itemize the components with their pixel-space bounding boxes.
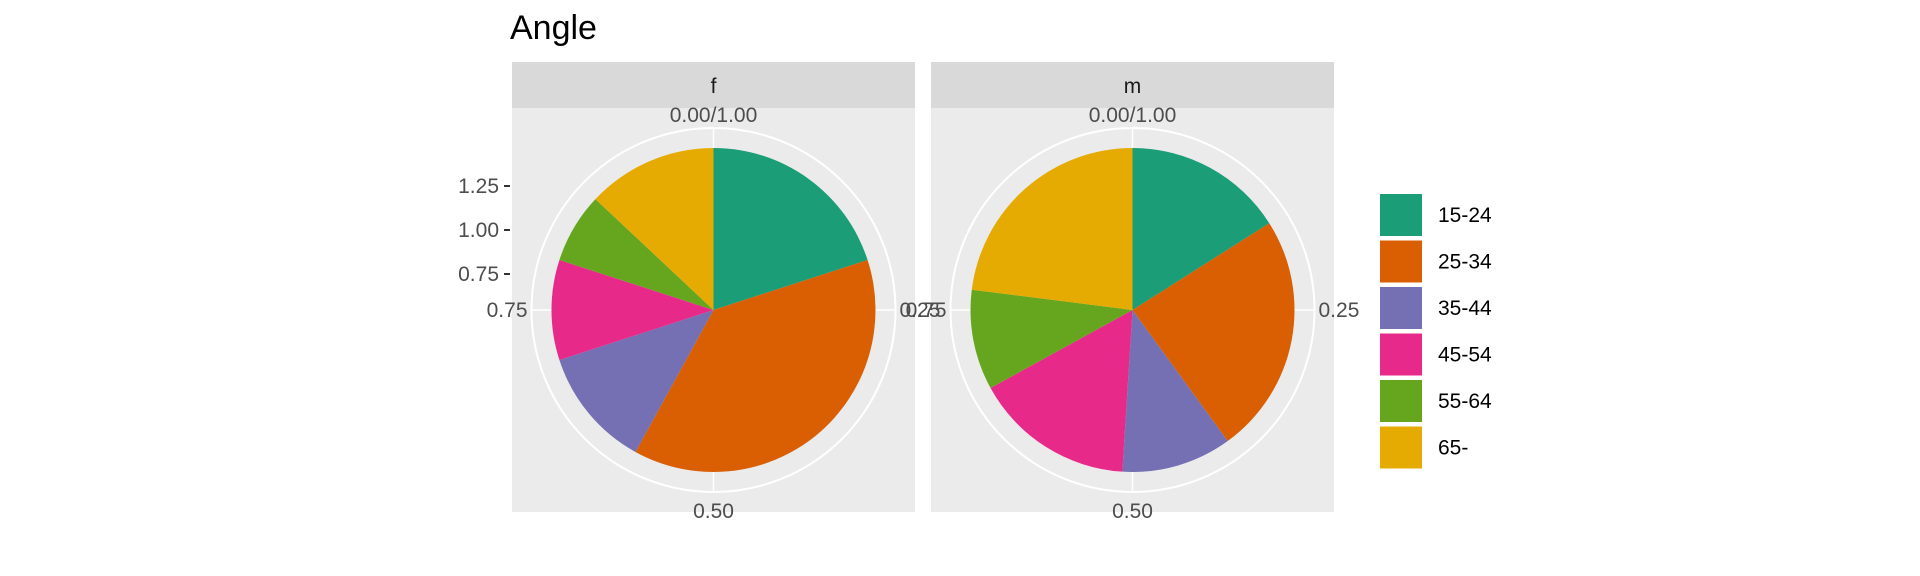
legend: 15-24 25-34 35-44 45-54 55-64 65-	[1380, 194, 1492, 469]
angle-tick-label: 0.50	[693, 500, 734, 523]
pie-slice-f-45-54	[551, 259, 714, 361]
legend-key-45-54	[1380, 333, 1422, 376]
pie-slice-m-15-24	[1132, 148, 1270, 310]
angle-tick-label: 0.00/1.00	[1089, 104, 1177, 127]
pie-slice-m-25-34	[1132, 223, 1295, 442]
chart-title: Angle	[510, 9, 597, 47]
legend-label-55-64: 55-64	[1438, 390, 1492, 413]
angle-tick-label: 0.25	[1319, 299, 1360, 322]
y-tick-label: 1.00	[458, 219, 499, 242]
angle-tick-label: 0.50	[1112, 500, 1153, 523]
legend-key-35-44	[1380, 287, 1422, 329]
pie-slice-m-55-64	[970, 289, 1133, 389]
facet-label-f: f	[711, 75, 717, 98]
angle-tick-label: 0.00/1.00	[670, 104, 758, 127]
y-tick-label: 0.75	[458, 263, 499, 286]
pie-slice-m-35-44	[1122, 310, 1228, 472]
legend-key-65-	[1380, 426, 1422, 469]
legend-label-65-: 65-	[1438, 437, 1468, 460]
legend-key-25-34	[1380, 240, 1422, 283]
pie-slice-f-55-64	[559, 199, 714, 310]
angle-tick-label: 0.75	[906, 299, 947, 322]
facet-label-m: m	[1124, 75, 1142, 98]
pie-slice-f-65-	[595, 148, 714, 310]
angle-tick-label: 0.75	[487, 299, 528, 322]
pie-panel-f: 0.00/1.00 0.25 0.50 0.75	[487, 104, 941, 523]
angle-tick-label: 0.25	[900, 299, 941, 322]
legend-label-15-24: 15-24	[1438, 204, 1492, 227]
pie-slice-f-35-44	[559, 310, 714, 452]
legend-key-15-24	[1380, 194, 1422, 236]
facet-strip	[931, 62, 1334, 108]
legend-label-35-44: 35-44	[1438, 297, 1492, 320]
pie-panel-m: 0.00/1.00 0.25 0.50 0.75	[906, 104, 1360, 523]
pie-slice-m-45-54	[990, 310, 1133, 472]
pie-slice-m-65-	[971, 148, 1133, 310]
facet-strip	[512, 62, 915, 108]
legend-label-25-34: 25-34	[1438, 251, 1492, 274]
legend-label-45-54: 45-54	[1438, 344, 1492, 367]
y-tick-label: 1.25	[458, 175, 499, 198]
legend-key-55-64	[1380, 380, 1422, 422]
pie-slice-f-25-34	[635, 259, 876, 472]
pie-slice-f-15-24	[713, 148, 868, 310]
facet-panels: 0.00/1.000.250.500.750.00/1.000.250.500.…	[487, 104, 1360, 523]
